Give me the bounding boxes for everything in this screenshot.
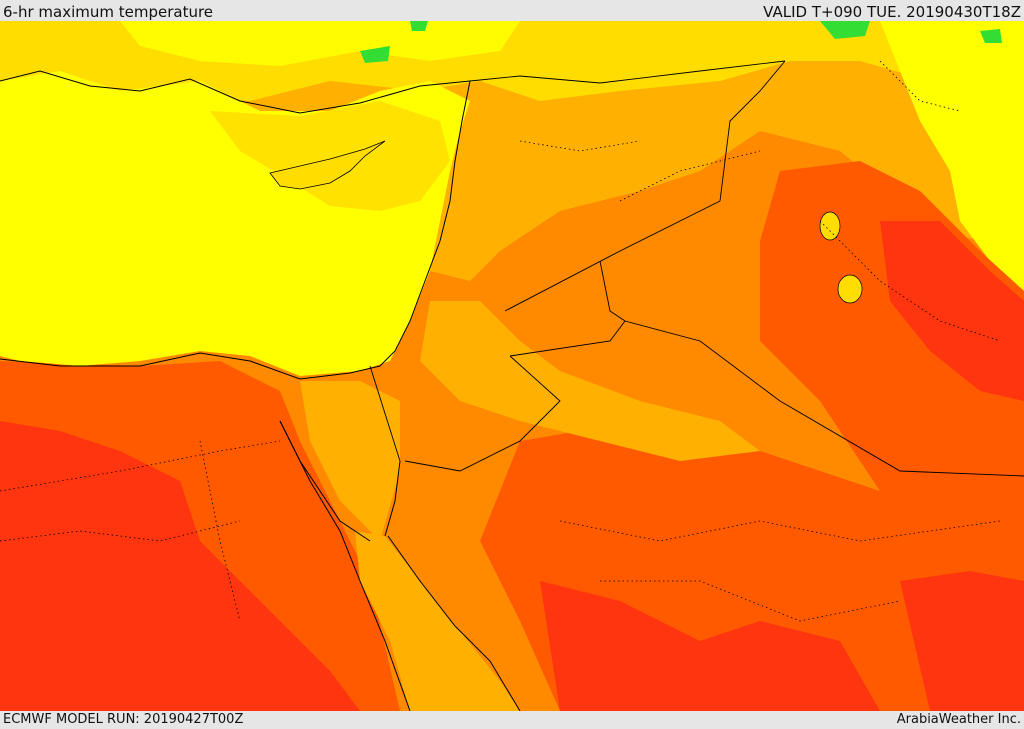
med-light-patch [210,101,450,211]
valid-time-label: VALID T+090 TUE. 20190430T18Z [763,3,1021,21]
temperature-map [0,21,1024,711]
egypt-israel-border [369,365,401,462]
footer-bar: ECMWF MODEL RUN: 20190427T00Z ArabiaWeat… [0,711,1024,729]
green-patch-3 [980,29,1002,43]
gulf-suez [279,420,371,542]
north-pale-yellow [120,21,520,66]
jordan-saudi-border [404,355,561,472]
iraq-red-zone [880,221,1024,401]
green-patch-1 [820,21,870,39]
model-run-label: ECMWF MODEL RUN: 20190427T00Z [3,712,244,727]
red-sea-west-coast [279,420,411,711]
levant-coast [0,80,471,380]
map-title: 6-hr maximum temperature [3,3,214,21]
province-borders [0,60,1001,622]
egypt-red-zone [0,421,360,711]
country-borders [369,60,1024,477]
coastlines [0,70,521,711]
syria-iraq-border [504,60,786,312]
credit-label: ArabiaWeather Inc. [896,712,1021,727]
cyprus-island [269,140,386,190]
header-bar: 6-hr maximum temperature VALID T+090 TUE… [0,0,1024,21]
turkey-coast [0,70,471,114]
jordan-light-zone [420,301,760,461]
red-sea-east-coast [387,535,521,711]
green-patch-4 [410,21,428,31]
green-patch-2 [360,46,390,63]
syria-turkey-border [469,60,786,84]
east-yellow-band [880,21,1024,291]
lake-1 [819,211,841,241]
saudi-iraq-border [624,320,1024,477]
lake-2 [837,274,863,304]
gulf-aqaba [384,460,401,537]
saudi-red-zone-2 [900,571,1024,711]
sinai-light-zone [300,381,400,541]
red-sea [355,531,520,711]
saudi-red-zone-1 [540,581,880,711]
